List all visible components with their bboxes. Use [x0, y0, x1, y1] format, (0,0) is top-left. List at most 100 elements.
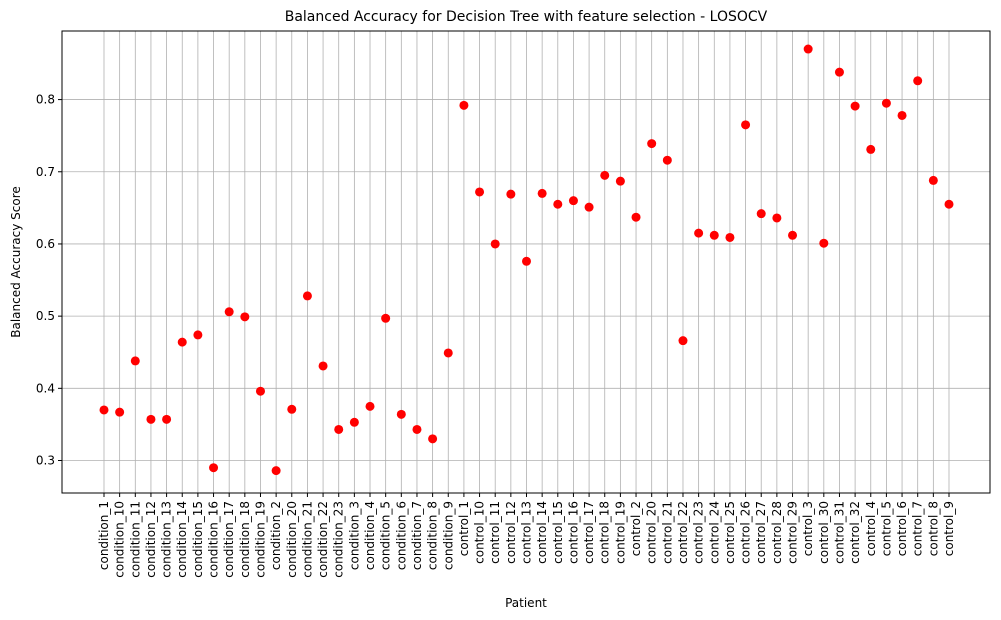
data-point — [381, 313, 391, 323]
x-tick-label: control_11 — [488, 501, 502, 564]
x-tick-label: condition_18 — [238, 501, 252, 578]
data-point — [694, 228, 704, 238]
data-point — [334, 424, 344, 434]
x-tick-label: control_18 — [598, 501, 612, 564]
data-point — [255, 386, 265, 396]
x-tick-label: control_17 — [582, 501, 596, 564]
data-point — [678, 336, 688, 346]
data-points — [99, 44, 954, 476]
x-tick-label: control_9 — [942, 501, 956, 556]
data-point — [412, 424, 422, 434]
data-point — [193, 330, 203, 340]
x-tick-label: condition_17 — [222, 501, 236, 578]
x-tick-label: control_13 — [520, 501, 534, 564]
x-tick-label: condition_13 — [160, 501, 174, 578]
data-point — [897, 110, 907, 120]
data-point — [115, 407, 125, 417]
data-point — [709, 230, 719, 240]
x-axis: condition_1 condition_10 condition_11 condi… — [97, 493, 956, 578]
x-axis-label: Patient — [505, 596, 547, 610]
data-point — [866, 144, 876, 154]
x-tick-label: condition_1 — [97, 501, 111, 570]
x-tick-label: control_23 — [692, 501, 706, 564]
x-tick-label: condition_8 — [426, 501, 440, 570]
data-point — [600, 170, 610, 180]
data-point — [162, 414, 172, 424]
x-tick-label: condition_4 — [363, 501, 377, 570]
data-point — [443, 348, 453, 358]
data-point — [553, 199, 563, 209]
data-point — [881, 98, 891, 108]
x-tick-label: condition_10 — [113, 501, 127, 578]
y-tick-label: 0.8 — [36, 93, 55, 107]
x-tick-label: control_2 — [629, 501, 643, 556]
data-point — [349, 417, 359, 427]
data-point — [725, 232, 735, 242]
x-tick-label: condition_14 — [175, 501, 189, 578]
data-point — [459, 100, 469, 110]
data-point — [537, 188, 547, 198]
x-tick-label: control_8 — [926, 501, 940, 556]
data-point — [506, 189, 516, 199]
x-tick-label: control_27 — [754, 501, 768, 564]
y-tick-label: 0.7 — [36, 165, 55, 179]
x-tick-label: condition_11 — [128, 501, 142, 578]
data-point — [615, 176, 625, 186]
x-tick-label: condition_5 — [379, 501, 393, 570]
x-tick-label: condition_2 — [269, 501, 283, 570]
x-tick-label: condition_9 — [441, 501, 455, 570]
x-tick-label: control_32 — [848, 501, 862, 564]
data-point — [819, 238, 829, 248]
x-tick-label: control_28 — [770, 501, 784, 564]
data-point — [584, 202, 594, 212]
data-point — [302, 291, 312, 301]
data-point — [240, 312, 250, 322]
data-point — [850, 101, 860, 111]
y-axis: 0.3 0.4 0.5 0.6 0.7 0.8 — [36, 93, 62, 468]
grid-lines — [62, 31, 990, 493]
data-point — [224, 307, 234, 317]
x-tick-label: control_26 — [739, 501, 753, 564]
data-point — [741, 120, 751, 130]
x-tick-label: control_24 — [707, 501, 721, 564]
data-point — [834, 67, 844, 77]
x-tick-label: control_4 — [864, 501, 878, 556]
x-tick-label: control_1 — [457, 501, 471, 556]
data-point — [209, 463, 219, 473]
data-point — [318, 361, 328, 371]
x-tick-label: control_12 — [504, 501, 518, 564]
x-tick-label: control_29 — [786, 501, 800, 564]
x-tick-label: condition_6 — [394, 501, 408, 570]
x-tick-label: condition_20 — [285, 501, 299, 578]
data-point — [271, 466, 281, 476]
data-point — [803, 44, 813, 54]
x-tick-label: control_25 — [723, 501, 737, 564]
data-point — [99, 405, 109, 415]
data-point — [287, 404, 297, 414]
x-tick-label: condition_3 — [347, 501, 361, 570]
x-tick-label: condition_15 — [191, 501, 205, 578]
data-point — [928, 175, 938, 185]
data-point — [944, 199, 954, 209]
data-point — [490, 239, 500, 249]
x-tick-label: condition_23 — [332, 501, 346, 578]
x-tick-label: control_10 — [473, 501, 487, 564]
x-tick-label: control_22 — [676, 501, 690, 564]
x-tick-label: condition_16 — [207, 501, 221, 578]
y-tick-label: 0.4 — [36, 381, 55, 395]
data-point — [662, 155, 672, 165]
x-tick-label: condition_19 — [253, 501, 267, 578]
y-tick-label: 0.5 — [36, 309, 55, 323]
x-tick-label: control_21 — [660, 501, 674, 564]
x-tick-label: control_6 — [895, 501, 909, 556]
x-tick-label: control_15 — [551, 501, 565, 564]
data-point — [647, 139, 657, 149]
data-point — [772, 213, 782, 223]
data-point — [177, 337, 187, 347]
x-tick-label: control_14 — [535, 501, 549, 564]
data-point — [396, 409, 406, 419]
x-tick-label: control_3 — [801, 501, 815, 556]
data-point — [788, 230, 798, 240]
chart-title: Balanced Accuracy for Decision Tree with… — [285, 9, 768, 25]
